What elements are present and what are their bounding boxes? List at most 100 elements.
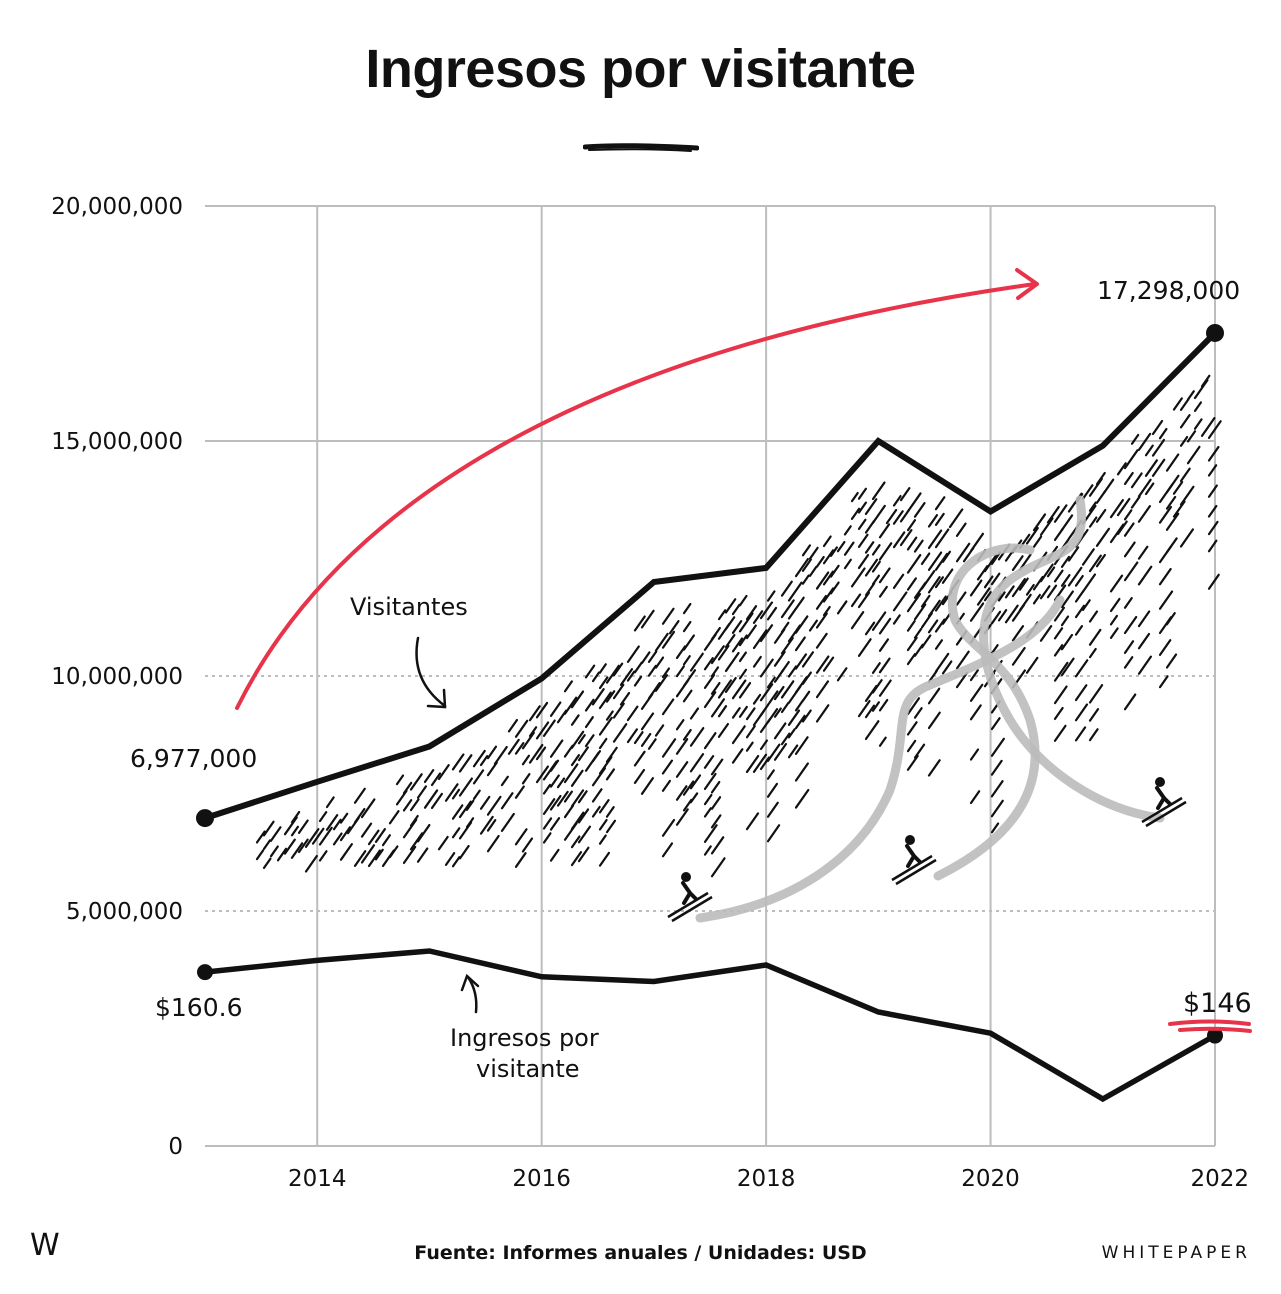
hatch-stroke	[353, 787, 366, 804]
hatch-stroke	[640, 732, 652, 747]
hatch-stroke	[458, 800, 472, 819]
hatch-stroke	[1116, 497, 1131, 517]
hatch-stroke	[1053, 644, 1064, 657]
hatch-stroke	[1186, 430, 1197, 443]
hatch-stroke	[906, 653, 916, 666]
hatch-stroke	[990, 610, 1002, 625]
hatch-stroke	[703, 691, 717, 709]
hatch-stroke	[591, 805, 601, 818]
hatch-stroke	[1109, 523, 1125, 544]
hatch-stroke	[927, 576, 941, 594]
hatch-stroke	[871, 504, 886, 524]
hatch-stroke	[374, 828, 386, 843]
hatch-stroke	[857, 518, 867, 531]
hatch-stroke	[423, 769, 435, 784]
hatch-stroke	[570, 811, 585, 830]
hatch-stroke	[801, 651, 815, 668]
hatch-stroke	[1179, 398, 1190, 411]
hatch-stroke	[1074, 659, 1089, 678]
hatch-stroke	[710, 758, 724, 776]
hatch-stroke	[773, 707, 782, 718]
hatch-stroke	[787, 608, 797, 620]
hatch-stroke	[339, 826, 352, 842]
hatch-stroke	[703, 772, 717, 791]
hatch-stroke	[878, 698, 889, 712]
hatch-stroke	[437, 764, 450, 781]
hatch-stroke	[927, 513, 939, 528]
hatch-stroke	[703, 732, 717, 750]
hatch-stroke	[1123, 522, 1135, 537]
hatch-stroke	[577, 746, 589, 762]
hatch-stroke	[1081, 484, 1094, 500]
hatch-stroke	[969, 704, 982, 721]
hatch-stroke	[353, 850, 367, 867]
hatch-stroke	[969, 683, 984, 702]
hatch-stroke	[1165, 653, 1178, 669]
hatch-stroke	[514, 852, 527, 868]
hatch-stroke	[1095, 553, 1106, 568]
hatch-stroke	[255, 830, 266, 844]
hatch-stroke	[878, 617, 892, 635]
hatch-stroke	[864, 621, 876, 636]
hatch-stroke	[1046, 584, 1058, 599]
hatch-stroke	[850, 567, 866, 588]
hatch-stroke	[906, 592, 922, 613]
hatch-stroke	[871, 544, 881, 556]
hatch-stroke	[682, 728, 692, 741]
hatch-stroke	[290, 842, 304, 859]
hatch-stroke	[409, 814, 419, 827]
hatch-stroke	[913, 539, 924, 553]
hatch-stroke	[1039, 625, 1053, 642]
hatch-stroke	[584, 698, 595, 712]
ski-trail	[933, 543, 1040, 881]
hatch-stroke	[948, 508, 964, 529]
hatch-stroke	[710, 857, 726, 878]
hatch-stroke	[318, 826, 333, 846]
hatch-stroke	[458, 844, 470, 860]
hatch-stroke	[745, 725, 756, 739]
visitors-pointer-head	[426, 688, 447, 709]
hatch-stroke	[1123, 471, 1134, 486]
hatch-stroke	[451, 788, 461, 800]
hatch-stroke	[661, 607, 675, 625]
hatch-stroke	[472, 749, 486, 768]
hatch-stroke	[1186, 445, 1201, 465]
hatch-stroke	[794, 596, 805, 610]
hatch-stroke	[661, 667, 671, 679]
hatch-stroke	[1053, 504, 1068, 523]
growth-arrow-head	[1015, 268, 1039, 300]
hatch-stroke	[1200, 417, 1216, 437]
hatch-stroke	[262, 820, 275, 837]
hatch-stroke	[549, 701, 562, 717]
hatch-stroke	[906, 577, 917, 591]
hatch-stroke	[367, 829, 380, 846]
hatch-stroke	[892, 614, 901, 625]
hatch-stroke	[766, 782, 779, 798]
hatch-stroke	[927, 711, 941, 730]
hatch-stroke	[465, 817, 475, 829]
hatch-stroke	[1109, 614, 1119, 626]
hatch-stroke	[990, 822, 1000, 834]
hatch-stroke	[535, 765, 549, 784]
hatch-stroke	[731, 620, 743, 634]
hatch-stroke	[570, 835, 581, 849]
hatch-stroke	[878, 523, 891, 539]
hatch-stroke	[626, 705, 639, 722]
hatch-stroke	[1130, 433, 1140, 445]
hatch-stroke	[675, 785, 688, 801]
hatch-stroke	[458, 754, 473, 773]
hatch-stroke	[626, 670, 636, 682]
hatch-stroke	[1165, 453, 1180, 472]
hatch-stroke	[864, 720, 880, 741]
hatch-stroke	[416, 847, 429, 863]
hatch-stroke	[1053, 627, 1064, 640]
hatch-stroke	[1095, 471, 1106, 486]
hatch-stroke	[1088, 610, 1099, 623]
hatch-stroke	[521, 731, 535, 750]
hatch-stroke	[899, 529, 913, 547]
hatch-stroke	[423, 789, 439, 809]
hatch-stroke	[976, 587, 991, 606]
hatch-stroke	[864, 498, 878, 516]
hatch-stroke	[752, 629, 768, 650]
hatch-stroke	[829, 546, 838, 557]
